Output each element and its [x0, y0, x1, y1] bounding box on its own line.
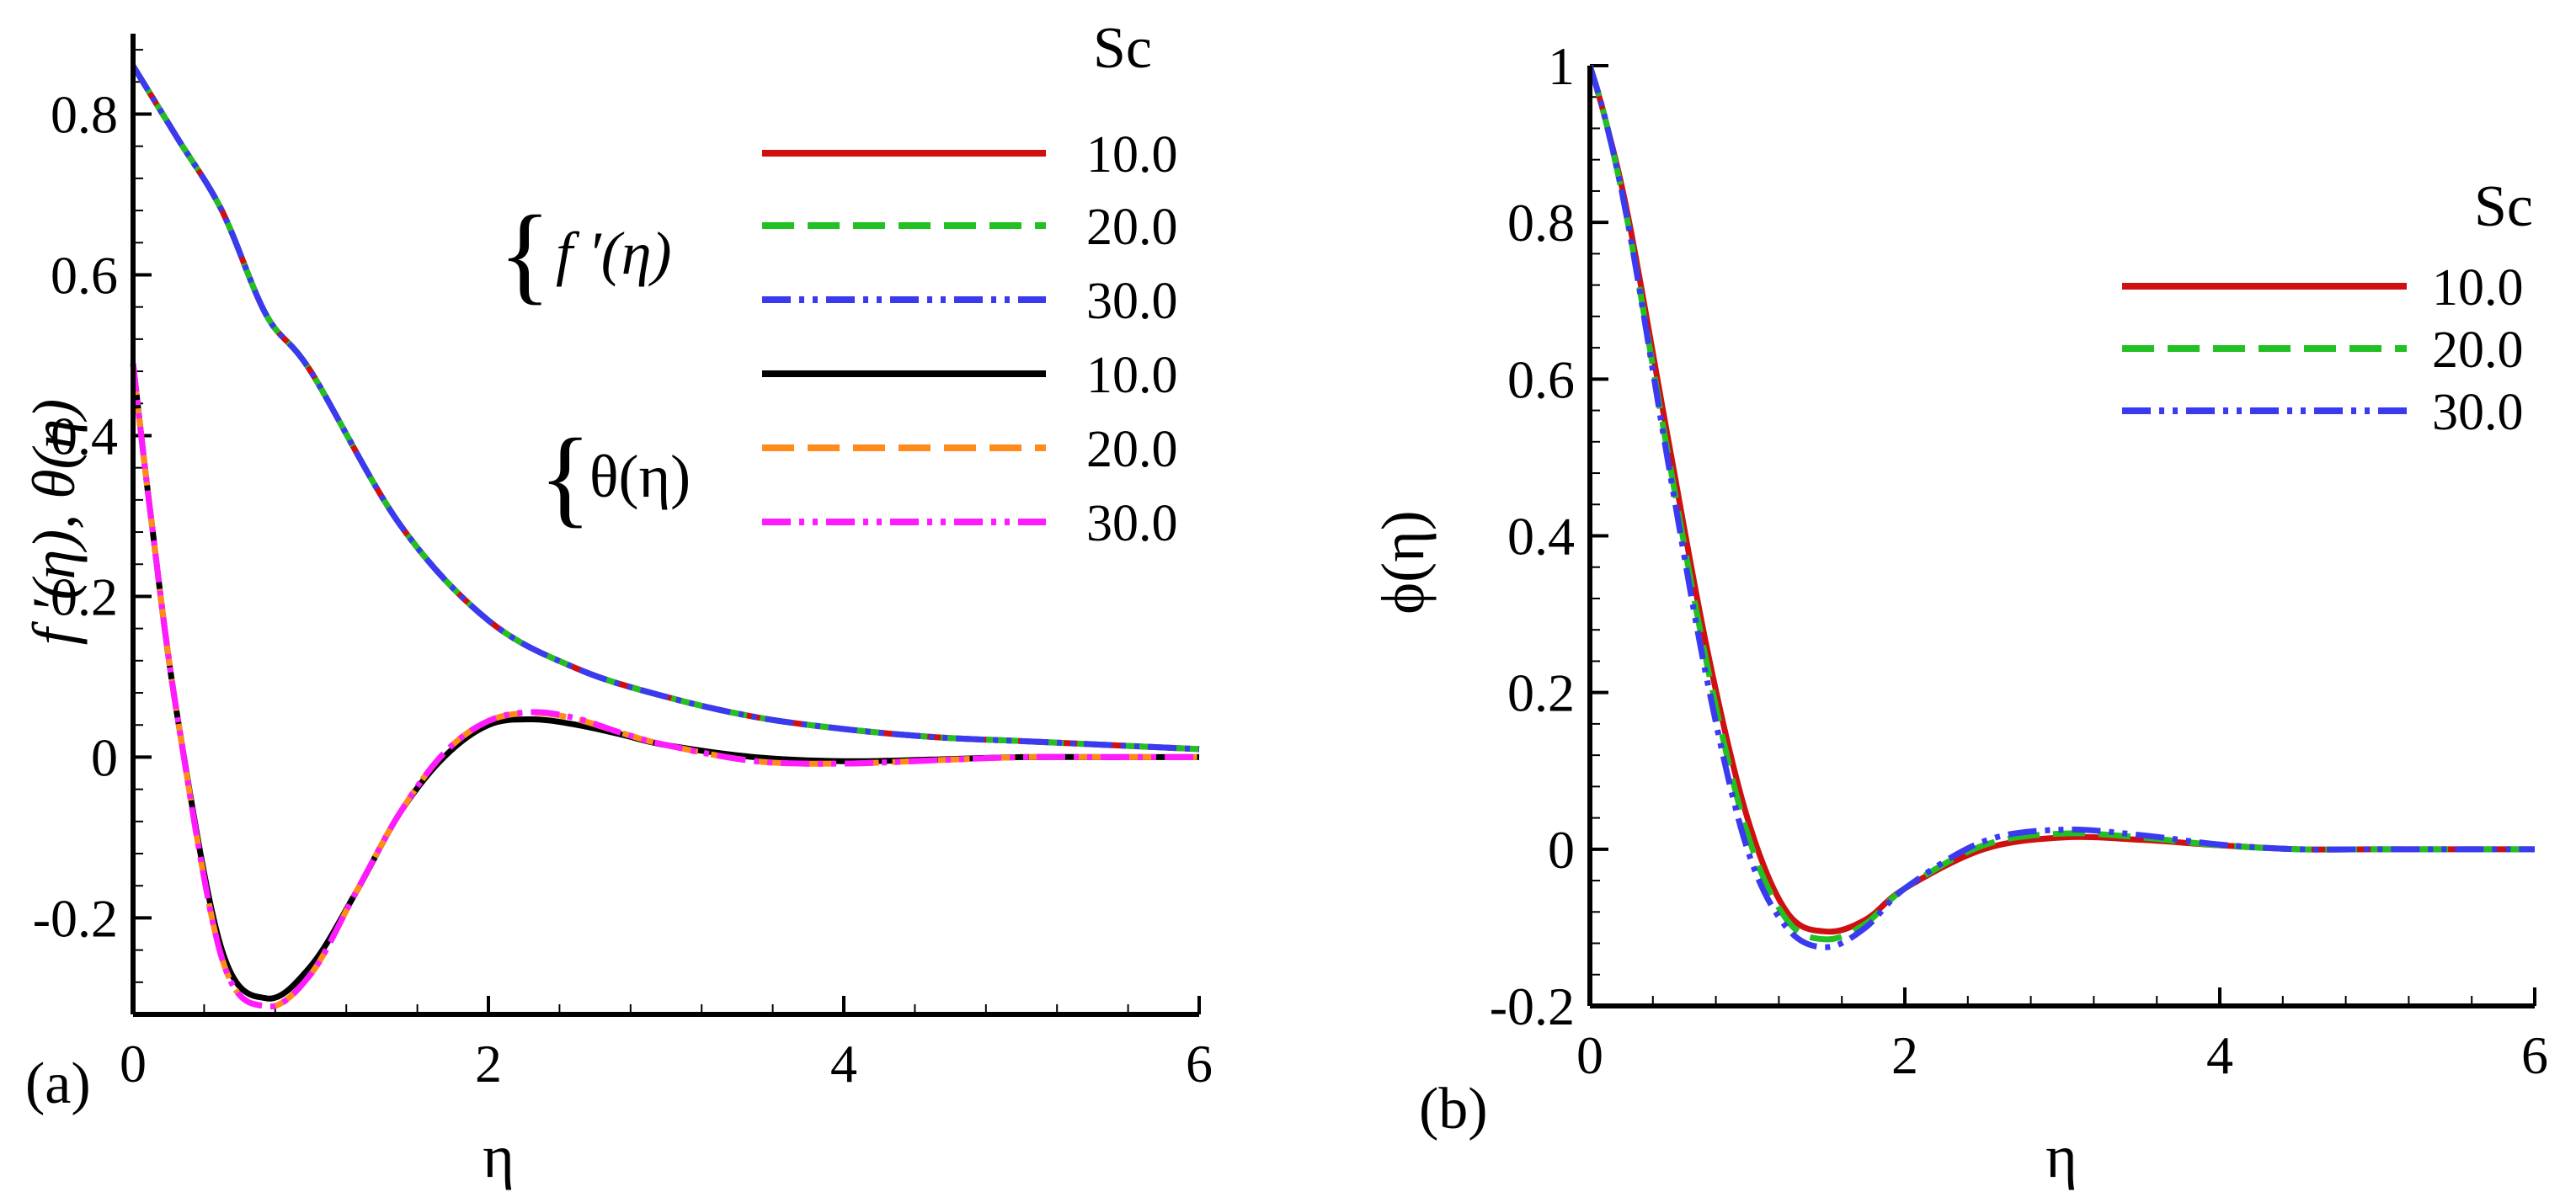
panel-b-series-1 [1587, 65, 2535, 935]
panel-b-x-tick-label: 6 [2521, 1025, 2548, 1085]
panel-b-y-tick-label: -0.2 [1490, 976, 1575, 1036]
panel-a-ticks [131, 49, 1201, 1015]
panel-b-y-tick-label: 1 [1548, 36, 1575, 96]
panel-a-legend: Sc 10.0 20.0 30.0 10.0 20.0 30.0 { f ′(η… [499, 16, 1178, 552]
panel-a-x-tick-labels: 0 2 4 6 [120, 1034, 1213, 1094]
legend-b-value-1: 10.0 [2432, 259, 2524, 317]
panel-a-y-tick-label: 0 [91, 727, 118, 787]
panel-a-y-axis-label: f ′(η), θ(η) [20, 399, 88, 645]
panel-a-y-tick-label: 0.4 [51, 406, 118, 466]
legend-a-value-5: 20.0 [1086, 421, 1178, 478]
legend-a-value-2: 20.0 [1086, 199, 1178, 256]
panel-b-series-group [1587, 65, 2535, 950]
panel-a-y-tick-label: 0.2 [51, 567, 118, 626]
panel-a: 0 2 4 6 -0.2 0 0.2 0.4 0.6 0.8 η f ′(η), θ(η) (a… [20, 16, 1213, 1190]
legend-a-brace-1: { [499, 194, 551, 315]
panel-b-legend: Sc 10.0 20.0 30.0 [2122, 174, 2533, 441]
panel-a-x-tick-label: 2 [475, 1034, 502, 1094]
panel-b-label: (b) [1419, 1077, 1488, 1141]
panel-b-y-tick-label: 0.8 [1507, 193, 1575, 253]
legend-a-brace-2: { [539, 417, 591, 538]
panel-a-y-tick-label: 0.6 [51, 245, 118, 305]
panel-a-series-3 [131, 64, 1200, 753]
panel-a-x-tick-label: 4 [830, 1034, 857, 1094]
panel-a-label: (a) [25, 1051, 91, 1116]
panel-a-x-tick-label: 6 [1186, 1034, 1213, 1094]
panel-a-series-group [130, 64, 1200, 1010]
panel-a-y-tick-label: -0.2 [33, 888, 118, 948]
panel-b-series-3 [1587, 65, 2535, 950]
panel-a-x-axis-label: η [483, 1123, 515, 1190]
panel-b-y-tick-label: 0.4 [1507, 507, 1575, 567]
panel-a-y-tick-label: 0.8 [51, 84, 118, 144]
panel-a-legend-title: Sc [1093, 16, 1152, 81]
legend-a-group-label-1: f ′(η) [556, 220, 671, 287]
legend-a-value-3: 30.0 [1086, 273, 1178, 330]
panel-a-x-tick-label: 0 [120, 1034, 147, 1094]
panel-b-y-tick-labels: -0.2 0 0.2 0.4 0.6 0.8 1 [1490, 36, 1575, 1036]
panel-b-y-tick-label: 0.2 [1507, 663, 1575, 723]
panel-b-x-tick-label: 0 [1576, 1025, 1603, 1085]
legend-a-group-label-2: θ(η) [589, 443, 691, 510]
panel-b-ticks [1588, 64, 2536, 1008]
panel-a-series-1 [131, 64, 1200, 753]
panel-b-x-tick-labels: 0 2 4 6 [1576, 1025, 2548, 1085]
legend-b-value-3: 30.0 [2432, 384, 2524, 441]
panel-b-y-tick-label: 0.6 [1507, 349, 1575, 409]
legend-b-value-2: 20.0 [2432, 322, 2524, 379]
panel-b-series-2 [1587, 65, 2535, 943]
legend-a-value-6: 30.0 [1086, 495, 1178, 552]
legend-a-value-1: 10.0 [1086, 126, 1178, 184]
panel-b-y-tick-label: 0 [1548, 820, 1575, 880]
panel-b-legend-title: Sc [2474, 174, 2533, 239]
panel-b-x-tick-label: 4 [2206, 1025, 2233, 1085]
panel-a-y-tick-labels: -0.2 0 0.2 0.4 0.6 0.8 [33, 84, 118, 948]
panel-b-x-axis-label: η [2045, 1123, 2077, 1190]
panel-b-y-axis-label: ϕ(η) [1369, 510, 1437, 615]
panel-a-series-2 [131, 64, 1200, 753]
panel-b-x-tick-label: 2 [1891, 1025, 1918, 1085]
legend-a-value-4: 10.0 [1086, 347, 1178, 404]
panel-a-series-6 [130, 363, 1199, 1010]
